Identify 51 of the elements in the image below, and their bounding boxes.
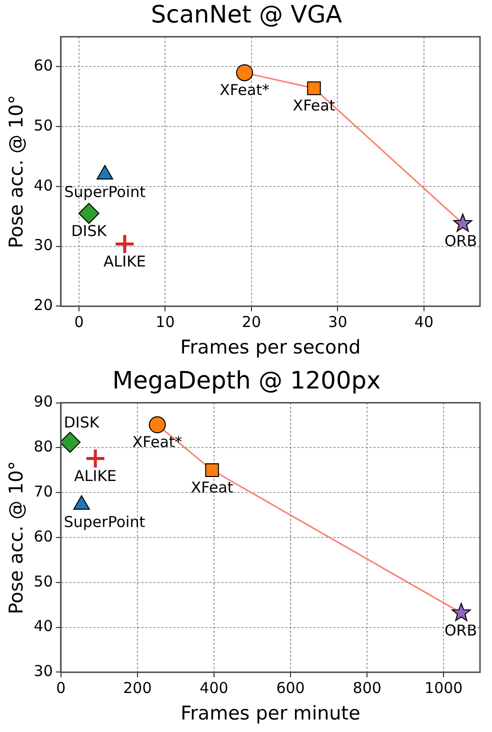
series-label: DISK: [64, 414, 100, 432]
point: [205, 463, 219, 478]
x-tick-label: 20: [242, 313, 262, 332]
x-axis-title: Frames per minute: [180, 702, 360, 725]
y-tick-label: 60: [34, 56, 53, 75]
point: [453, 214, 472, 232]
y-tick-label: 30: [34, 662, 53, 680]
point: [78, 202, 100, 224]
point: [60, 432, 81, 453]
chart-title: MegaDepth @ 1200px: [112, 366, 381, 395]
series-label: DISK: [71, 222, 108, 240]
point: [148, 416, 166, 434]
y-tick-label: 80: [34, 438, 53, 456]
x-tick-label: 30: [328, 313, 348, 332]
series-label: XFeat: [292, 96, 336, 115]
y-tick-label: 70: [34, 482, 53, 500]
series-label: SuperPoint: [64, 513, 146, 532]
y-axis-title: Pose acc. @ 10°: [5, 460, 28, 614]
x-tick-label: 400: [200, 679, 228, 698]
y-axis-title: Pose acc. @ 10°: [5, 94, 28, 248]
point: [307, 81, 321, 96]
y-tick-label: 60: [34, 527, 53, 546]
point: [452, 602, 471, 622]
series-label: XFeat: [190, 478, 234, 497]
x-tick-label: 0: [56, 679, 66, 698]
x-axis-title: Frames per second: [180, 336, 361, 359]
series-label: XFeat*: [132, 433, 183, 452]
x-tick-label: 200: [123, 679, 152, 698]
series-label: ORB: [444, 232, 478, 250]
x-tick-label: 1000: [424, 679, 463, 698]
series-label: SuperPoint: [64, 182, 146, 201]
x-tick-label: 0: [74, 313, 84, 332]
x-tick-label: 800: [352, 679, 382, 698]
point: [236, 64, 254, 82]
point: [114, 233, 136, 254]
series-label: ALIKE: [104, 252, 146, 270]
x-tick-label: 10: [156, 313, 175, 332]
y-tick-label: 40: [34, 617, 53, 636]
series-label: ALIKE: [74, 466, 117, 485]
series-label: ORB: [444, 621, 478, 640]
y-tick-label: 50: [34, 572, 53, 590]
y-tick-label: 30: [34, 236, 53, 254]
series-label: XFeat*: [220, 81, 270, 100]
y-tick-label: 20: [34, 296, 53, 314]
y-tick-label: 40: [34, 176, 53, 194]
y-tick-label: 50: [34, 116, 53, 134]
point: [84, 448, 106, 469]
x-tick-label: 40: [414, 313, 434, 332]
chart-title: ScanNet @ VGA: [150, 0, 343, 29]
x-tick-label: 600: [276, 679, 305, 698]
y-tick-label: 90: [34, 392, 53, 411]
